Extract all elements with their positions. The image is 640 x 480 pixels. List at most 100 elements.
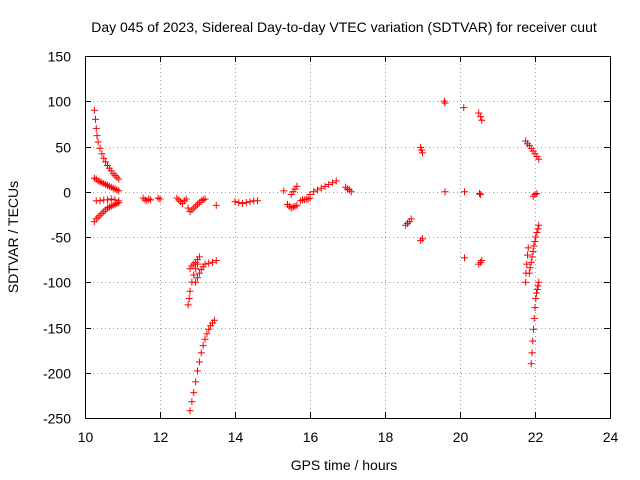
x-axis-label: GPS time / hours [291, 457, 398, 473]
y-tick-label: -250 [43, 411, 71, 427]
data-point [94, 138, 102, 146]
data-point [100, 154, 108, 162]
x-tick-label: 20 [453, 429, 469, 445]
data-point [242, 199, 250, 207]
data-point [195, 358, 203, 366]
data-point [205, 325, 213, 333]
data-point [184, 301, 192, 309]
data-point [534, 225, 542, 233]
data-point [197, 349, 205, 357]
data-point [525, 269, 533, 277]
data-point [529, 337, 537, 345]
data-point [535, 155, 543, 163]
data-point [194, 274, 201, 282]
data-point [185, 295, 193, 303]
data-point [199, 342, 207, 350]
data-point [107, 195, 115, 203]
data-point [532, 295, 540, 303]
data-point [526, 264, 534, 272]
data-point [111, 196, 119, 204]
data-point [115, 187, 123, 195]
data-point [194, 367, 201, 375]
data-point [530, 314, 538, 322]
data-point [476, 190, 483, 198]
data-point [156, 195, 164, 203]
data-point [212, 257, 220, 265]
y-tick-label: 100 [48, 94, 72, 110]
data-point [192, 378, 200, 386]
data-point [475, 109, 483, 117]
data-point [478, 116, 486, 124]
y-tick-label: -100 [43, 275, 71, 291]
data-point [192, 278, 200, 286]
data-point [419, 235, 426, 243]
data-point [321, 182, 329, 190]
data-point [441, 188, 449, 196]
data-point [533, 285, 541, 293]
data-point [115, 175, 123, 183]
y-tick-label: -200 [43, 366, 71, 382]
data-point [419, 149, 426, 157]
data-point [188, 398, 196, 406]
data-point [310, 188, 318, 196]
data-point [477, 113, 485, 121]
data-point [531, 304, 539, 312]
data-point [332, 177, 340, 185]
data-point [201, 195, 209, 203]
data-point [147, 196, 155, 204]
y-tick-label: -150 [43, 321, 71, 337]
data-points [90, 97, 543, 415]
data-point [534, 282, 542, 290]
data-point [535, 278, 543, 286]
data-point [104, 196, 111, 204]
data-point [212, 201, 220, 209]
data-point [441, 99, 449, 107]
data-point [186, 287, 194, 295]
data-point [533, 289, 540, 297]
data-point [293, 182, 301, 190]
data-point [478, 257, 486, 265]
data-point [182, 195, 190, 203]
data-point [293, 201, 301, 209]
x-tick-label: 14 [228, 429, 244, 445]
data-point [93, 132, 101, 140]
x-tick-label: 18 [378, 429, 394, 445]
x-tick-label: 22 [528, 429, 544, 445]
data-point [477, 258, 485, 266]
axis-ticks: 10 12 14 16 18 20 22 24 150 100 50 0 -50 -100 -150 -200… [43, 49, 619, 446]
data-point [90, 106, 98, 114]
data-point [246, 198, 254, 206]
data-point [527, 360, 535, 368]
data-point [186, 407, 194, 415]
data-point [195, 253, 203, 261]
data-point [532, 233, 540, 241]
data-point [102, 158, 110, 166]
data-point [460, 104, 468, 112]
data-point [535, 221, 543, 229]
data-point [528, 253, 536, 261]
data-point [440, 97, 448, 105]
x-tick-label: 24 [603, 429, 619, 445]
x-tick-label: 12 [153, 429, 169, 445]
data-point [530, 242, 538, 250]
data-point [239, 200, 246, 208]
chart-title: Day 045 of 2023, Sidereal Day-to-day VTE… [91, 19, 597, 35]
data-point [201, 260, 209, 268]
data-point [529, 247, 537, 255]
data-point [533, 190, 541, 198]
data-point [210, 316, 218, 324]
data-point [96, 197, 104, 205]
data-point [461, 188, 468, 196]
data-point [527, 258, 535, 266]
data-point [195, 269, 203, 277]
data-point [531, 238, 539, 246]
data-point [314, 186, 321, 194]
y-tick-label: 0 [63, 185, 71, 201]
x-tick-label: 16 [303, 429, 319, 445]
data-point [209, 258, 216, 266]
data-point [205, 259, 213, 267]
data-point [203, 330, 211, 338]
data-point [461, 254, 468, 262]
